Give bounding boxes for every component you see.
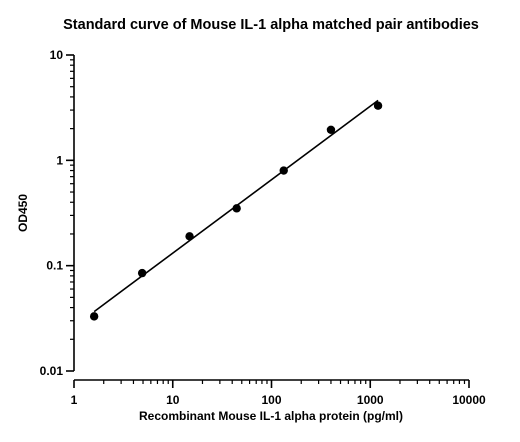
x-tick-label: 100 xyxy=(261,393,281,407)
chart-title: Standard curve of Mouse IL-1 alpha match… xyxy=(63,17,479,33)
data-point xyxy=(279,166,288,175)
x-tick-label: 10 xyxy=(166,393,180,407)
data-points xyxy=(89,101,383,321)
x-tick-label: 1 xyxy=(71,393,78,407)
y-tick-label: 1 xyxy=(56,153,63,167)
data-point xyxy=(373,101,383,110)
data-point xyxy=(326,125,336,134)
y-axis-label: OD450 xyxy=(16,194,30,232)
data-point xyxy=(89,312,99,321)
x-axis-label: Recombinant Mouse IL-1 alpha protein (pg… xyxy=(139,409,403,423)
data-point xyxy=(232,204,241,213)
y-tick-label: 0.1 xyxy=(46,259,63,273)
data-point xyxy=(137,268,147,278)
x-tick-label: 1000 xyxy=(357,393,384,407)
x-tick-label: 10000 xyxy=(452,393,486,407)
data-point xyxy=(185,232,194,241)
x-ticks: 1 10 100 1000 10000 xyxy=(71,380,486,407)
y-tick-label: 0.01 xyxy=(40,364,64,378)
y-ticks: 0.01 0.1 1 10 xyxy=(40,48,74,378)
y-tick-label: 10 xyxy=(50,48,64,62)
